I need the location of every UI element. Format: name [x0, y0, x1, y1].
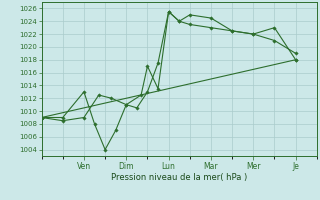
X-axis label: Pression niveau de la mer( hPa ): Pression niveau de la mer( hPa ) [111, 173, 247, 182]
